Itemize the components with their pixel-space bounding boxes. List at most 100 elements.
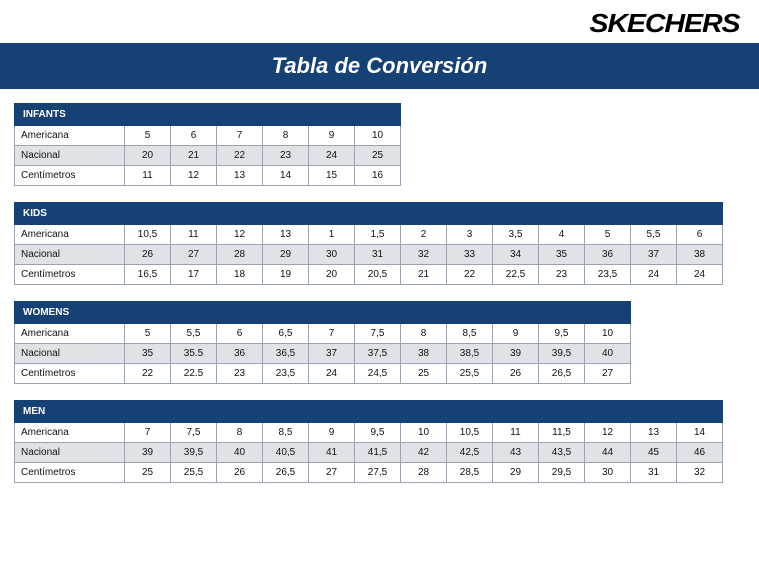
- data-cell: 6: [677, 225, 723, 245]
- data-cell: 27: [309, 463, 355, 483]
- data-cell: 23,5: [585, 265, 631, 285]
- table-row: Centímetros16,51718192020,5212222,52323,…: [15, 265, 723, 285]
- data-cell: 14: [677, 423, 723, 443]
- table-row: Centímetros111213141516: [15, 166, 401, 186]
- data-cell: 31: [355, 245, 401, 265]
- brand-logo: SKECHERS: [589, 8, 739, 39]
- data-cell: 5: [125, 126, 171, 146]
- data-cell: 41: [309, 443, 355, 463]
- row-label: Nacional: [15, 344, 125, 364]
- data-cell: 8: [217, 423, 263, 443]
- data-cell: 22: [125, 364, 171, 384]
- row-label: Centímetros: [15, 265, 125, 285]
- data-cell: 5: [125, 324, 171, 344]
- data-cell: 9: [309, 423, 355, 443]
- data-cell: 46: [677, 443, 723, 463]
- data-cell: 5: [585, 225, 631, 245]
- data-cell: 23: [263, 146, 309, 166]
- data-cell: 7: [217, 126, 263, 146]
- data-cell: 11,5: [539, 423, 585, 443]
- data-cell: 24: [309, 364, 355, 384]
- data-cell: 8: [401, 324, 447, 344]
- title-bar: Tabla de Conversión: [0, 43, 759, 89]
- data-cell: 43: [493, 443, 539, 463]
- data-cell: 20: [309, 265, 355, 285]
- data-cell: 9,5: [355, 423, 401, 443]
- data-cell: 4: [539, 225, 585, 245]
- row-label: Centímetros: [15, 364, 125, 384]
- data-cell: 25,5: [447, 364, 493, 384]
- data-cell: 25: [401, 364, 447, 384]
- row-label: Centímetros: [15, 463, 125, 483]
- data-cell: 2: [401, 225, 447, 245]
- data-cell: 9: [493, 324, 539, 344]
- data-cell: 38: [677, 245, 723, 265]
- data-cell: 26: [125, 245, 171, 265]
- row-label: Americana: [15, 225, 125, 245]
- data-cell: 39: [125, 443, 171, 463]
- data-cell: 41,5: [355, 443, 401, 463]
- data-cell: 21: [401, 265, 447, 285]
- data-cell: 11: [171, 225, 217, 245]
- data-cell: 38: [401, 344, 447, 364]
- data-cell: 18: [217, 265, 263, 285]
- data-cell: 29: [493, 463, 539, 483]
- data-cell: 42,5: [447, 443, 493, 463]
- data-cell: 38,5: [447, 344, 493, 364]
- data-cell: 37,5: [355, 344, 401, 364]
- data-cell: 26: [493, 364, 539, 384]
- data-cell: 3,5: [493, 225, 539, 245]
- data-cell: 13: [631, 423, 677, 443]
- data-cell: 23: [539, 265, 585, 285]
- table-row: Americana55,566,577,588,599,510: [15, 324, 631, 344]
- row-label: Centímetros: [15, 166, 125, 186]
- data-cell: 25: [125, 463, 171, 483]
- table-header: MEN: [15, 401, 723, 423]
- data-cell: 6,5: [263, 324, 309, 344]
- data-cell: 27: [171, 245, 217, 265]
- data-cell: 20,5: [355, 265, 401, 285]
- data-cell: 40: [585, 344, 631, 364]
- data-cell: 11: [125, 166, 171, 186]
- data-cell: 22.5: [171, 364, 217, 384]
- data-cell: 27,5: [355, 463, 401, 483]
- data-cell: 10,5: [447, 423, 493, 443]
- data-cell: 34: [493, 245, 539, 265]
- data-cell: 6: [171, 126, 217, 146]
- data-cell: 5,5: [631, 225, 677, 245]
- logo-wrap: SKECHERS: [0, 0, 759, 43]
- data-cell: 31: [631, 463, 677, 483]
- data-cell: 29,5: [539, 463, 585, 483]
- data-cell: 28: [401, 463, 447, 483]
- data-cell: 17: [171, 265, 217, 285]
- data-cell: 19: [263, 265, 309, 285]
- data-cell: 13: [263, 225, 309, 245]
- tables-container: INFANTSAmericana5678910Nacional202122232…: [0, 89, 759, 483]
- data-cell: 24: [677, 265, 723, 285]
- data-cell: 30: [309, 245, 355, 265]
- data-cell: 45: [631, 443, 677, 463]
- data-cell: 10,5: [125, 225, 171, 245]
- row-label: Americana: [15, 423, 125, 443]
- data-cell: 22: [447, 265, 493, 285]
- data-cell: 35: [539, 245, 585, 265]
- data-cell: 32: [401, 245, 447, 265]
- data-cell: 40: [217, 443, 263, 463]
- table-row: Americana10,511121311,5233,5455,56: [15, 225, 723, 245]
- data-cell: 7: [125, 423, 171, 443]
- data-cell: 37: [309, 344, 355, 364]
- data-cell: 35: [125, 344, 171, 364]
- row-label: Nacional: [15, 443, 125, 463]
- data-cell: 22,5: [493, 265, 539, 285]
- size-table: KIDSAmericana10,511121311,5233,5455,56Na…: [14, 202, 723, 285]
- data-cell: 40,5: [263, 443, 309, 463]
- row-label: Americana: [15, 126, 125, 146]
- table-header: WOMENS: [15, 302, 631, 324]
- data-cell: 20: [125, 146, 171, 166]
- data-cell: 36: [585, 245, 631, 265]
- data-cell: 42: [401, 443, 447, 463]
- data-cell: 10: [585, 324, 631, 344]
- data-cell: 24: [631, 265, 677, 285]
- data-cell: 26,5: [539, 364, 585, 384]
- data-cell: 32: [677, 463, 723, 483]
